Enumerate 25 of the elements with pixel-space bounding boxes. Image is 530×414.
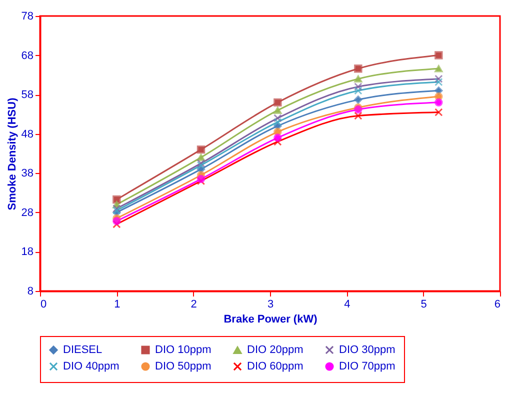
x-tick-label: 4 xyxy=(344,298,350,310)
legend-label: DIO 40ppm xyxy=(63,360,120,372)
x-tick-label: 5 xyxy=(420,298,427,310)
y-tick-label: 78 xyxy=(21,10,34,22)
x-tick-label: 1 xyxy=(114,298,120,310)
y-tick-label: 8 xyxy=(27,286,34,298)
x-tick-label: 0 xyxy=(40,298,47,310)
x-axis-title: Brake Power (kW) xyxy=(224,314,318,326)
y-tick-label: 18 xyxy=(21,246,34,258)
legend-label: DIO 60ppm xyxy=(247,360,304,372)
y-tick-label: 58 xyxy=(21,89,34,102)
x-tick-label: 6 xyxy=(494,298,500,310)
y-tick-label: 28 xyxy=(21,206,34,219)
legend-label: DIESEL xyxy=(63,344,102,356)
legend-label: DIO 70ppm xyxy=(339,360,396,372)
x-tick-label: 2 xyxy=(190,298,197,310)
y-tick-label: 48 xyxy=(21,128,34,140)
legend-label: DIO 10ppm xyxy=(155,344,212,356)
legend-label: DIO 30ppm xyxy=(339,344,396,356)
y-axis-title: Smoke Density (HSU) xyxy=(6,97,18,210)
legend-label: DIO 50ppm xyxy=(155,360,212,372)
x-tick-label: 3 xyxy=(267,298,274,310)
y-tick-label: 38 xyxy=(21,168,34,180)
y-tick-label: 68 xyxy=(21,50,34,62)
legend-label: DIO 20ppm xyxy=(247,344,304,356)
